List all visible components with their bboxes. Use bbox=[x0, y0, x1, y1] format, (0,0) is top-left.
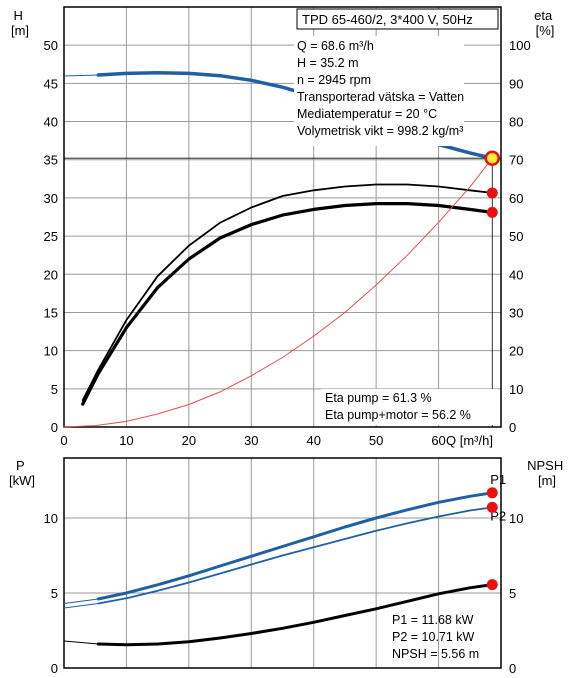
p-tick-label: 10 bbox=[44, 511, 58, 526]
head-chart: 0 10 20 30 40 50 60 0 5 10 15 20 25 30 35 40 45 50 0 10 20 30… bbox=[11, 6, 556, 448]
series-tag-p1: P1 bbox=[490, 472, 506, 487]
data-point-marker bbox=[486, 579, 498, 591]
series-line-npsh bbox=[96, 583, 494, 647]
eta-tick-label: 20 bbox=[509, 344, 523, 359]
op-q-label: Q = 68.6 m³/h bbox=[297, 39, 374, 53]
h-tick-label: 10 bbox=[44, 344, 58, 359]
op-info-bg bbox=[294, 36, 464, 146]
pump-title: TPD 65-460/2, 3*400 V, 50Hz bbox=[302, 12, 473, 27]
npsh-value-label: NPSH = 5.56 m bbox=[392, 647, 479, 661]
eta-axis-title-line2: [%] bbox=[536, 23, 555, 38]
p-axis-title-line1: P bbox=[16, 458, 24, 473]
x-tick-label: 60 bbox=[431, 433, 445, 448]
h-tick-label: 20 bbox=[44, 267, 58, 282]
npsh-axis-title-line1: NPSH bbox=[527, 458, 563, 473]
head-chart-points bbox=[484, 150, 501, 218]
x-tick-label: 50 bbox=[369, 433, 383, 448]
h-axis-title-line1: H bbox=[13, 8, 22, 23]
eta-tick-label: 100 bbox=[509, 38, 531, 53]
series-line-eta-pump-motor bbox=[81, 202, 494, 406]
eta-tick-label: 30 bbox=[509, 305, 523, 320]
data-point-marker bbox=[486, 206, 498, 218]
h-axis-title-line2: [m] bbox=[11, 23, 29, 38]
h-axis-title: H [m] bbox=[11, 8, 29, 38]
npsh-tick-label: 10 bbox=[509, 511, 523, 526]
npsh-tick-label: 5 bbox=[509, 586, 516, 601]
data-point-marker bbox=[486, 487, 498, 499]
h-tick-label: 15 bbox=[44, 305, 58, 320]
h-tick-label: 0 bbox=[51, 420, 58, 435]
operating-point-marker bbox=[484, 150, 501, 166]
series-extension-h bbox=[63, 74, 99, 77]
x-tick-label: 30 bbox=[244, 433, 258, 448]
npsh-axis-title: NPSH [m] bbox=[527, 458, 567, 488]
pump-title-box bbox=[296, 8, 499, 30]
x-tick-label: 0 bbox=[60, 433, 67, 448]
series-extension-p1 bbox=[63, 598, 99, 604]
p-tick-label: 0 bbox=[51, 661, 58, 676]
q-axis-title: Q [m³/h] bbox=[446, 433, 493, 448]
h-tick-label: 30 bbox=[44, 191, 58, 206]
op-temp-label: Mediatemperatur = 20 °C bbox=[297, 107, 437, 121]
series-line-eta-pump bbox=[81, 183, 494, 402]
npsh-axis-title-line2: [m] bbox=[538, 473, 556, 488]
eta-tick-label: 60 bbox=[509, 191, 523, 206]
power-chart-ticks: 0 5 10 0 5 10 bbox=[44, 511, 524, 676]
power-chart-points bbox=[486, 487, 498, 591]
series-extension-npsh bbox=[63, 640, 99, 645]
h-tick-label: 50 bbox=[44, 38, 58, 53]
p-axis-title: P [kW] bbox=[9, 458, 35, 488]
op-h-label: H = 35.2 m bbox=[297, 56, 359, 70]
eta-tick-label: 10 bbox=[509, 382, 523, 397]
p2-value-label: P2 = 10.71 kW bbox=[392, 630, 475, 644]
p1-value-label: P1 = 11.68 kW bbox=[392, 613, 474, 627]
npsh-tick-label: 0 bbox=[509, 661, 516, 676]
eta-axis-title-line1: eta bbox=[534, 8, 553, 23]
h-tick-label: 45 bbox=[44, 76, 58, 91]
x-tick-label: 40 bbox=[306, 433, 320, 448]
h-tick-label: 35 bbox=[44, 153, 58, 168]
op-density-label: Volymetrisk vikt = 998.2 kg/m³ bbox=[297, 124, 463, 138]
series-line-p2 bbox=[97, 506, 494, 605]
series-extension-p2 bbox=[63, 603, 99, 609]
eta-tick-label: 90 bbox=[509, 76, 523, 91]
series-line-system bbox=[63, 157, 493, 428]
eta-tick-label: 40 bbox=[509, 267, 523, 282]
eta-tick-label: 0 bbox=[509, 420, 516, 435]
eta-info-bg bbox=[321, 389, 498, 425]
eta-pump-motor-label: Eta pump+motor = 56.2 % bbox=[325, 408, 471, 422]
h-tick-label: 25 bbox=[44, 229, 58, 244]
eta-tick-label: 50 bbox=[509, 229, 523, 244]
head-chart-ticks: 0 10 20 30 40 50 60 0 5 10 15 20 25 30 35 40 45 50 0 10 20 30… bbox=[44, 38, 531, 448]
p-tick-label: 5 bbox=[51, 586, 58, 601]
eta-pump-label: Eta pump = 61.3 % bbox=[325, 391, 432, 405]
power-chart-frame bbox=[63, 457, 502, 669]
series-line-p1 bbox=[96, 491, 494, 601]
data-point-marker bbox=[486, 501, 498, 513]
eta-tick-label: 80 bbox=[509, 115, 523, 130]
h-tick-label: 40 bbox=[44, 115, 58, 130]
x-tick-label: 20 bbox=[182, 433, 196, 448]
op-n-label: n = 2945 rpm bbox=[297, 73, 371, 87]
x-tick-label: 10 bbox=[119, 433, 133, 448]
p-axis-title-line2: [kW] bbox=[9, 473, 35, 488]
eta-tick-label: 70 bbox=[509, 153, 523, 168]
eta-axis-title: eta [%] bbox=[534, 8, 556, 38]
op-fluid-label: Transporterad vätska = Vatten bbox=[297, 90, 464, 104]
data-point-marker bbox=[486, 187, 498, 199]
head-chart-frame bbox=[63, 6, 502, 428]
h-tick-label: 5 bbox=[51, 382, 58, 397]
